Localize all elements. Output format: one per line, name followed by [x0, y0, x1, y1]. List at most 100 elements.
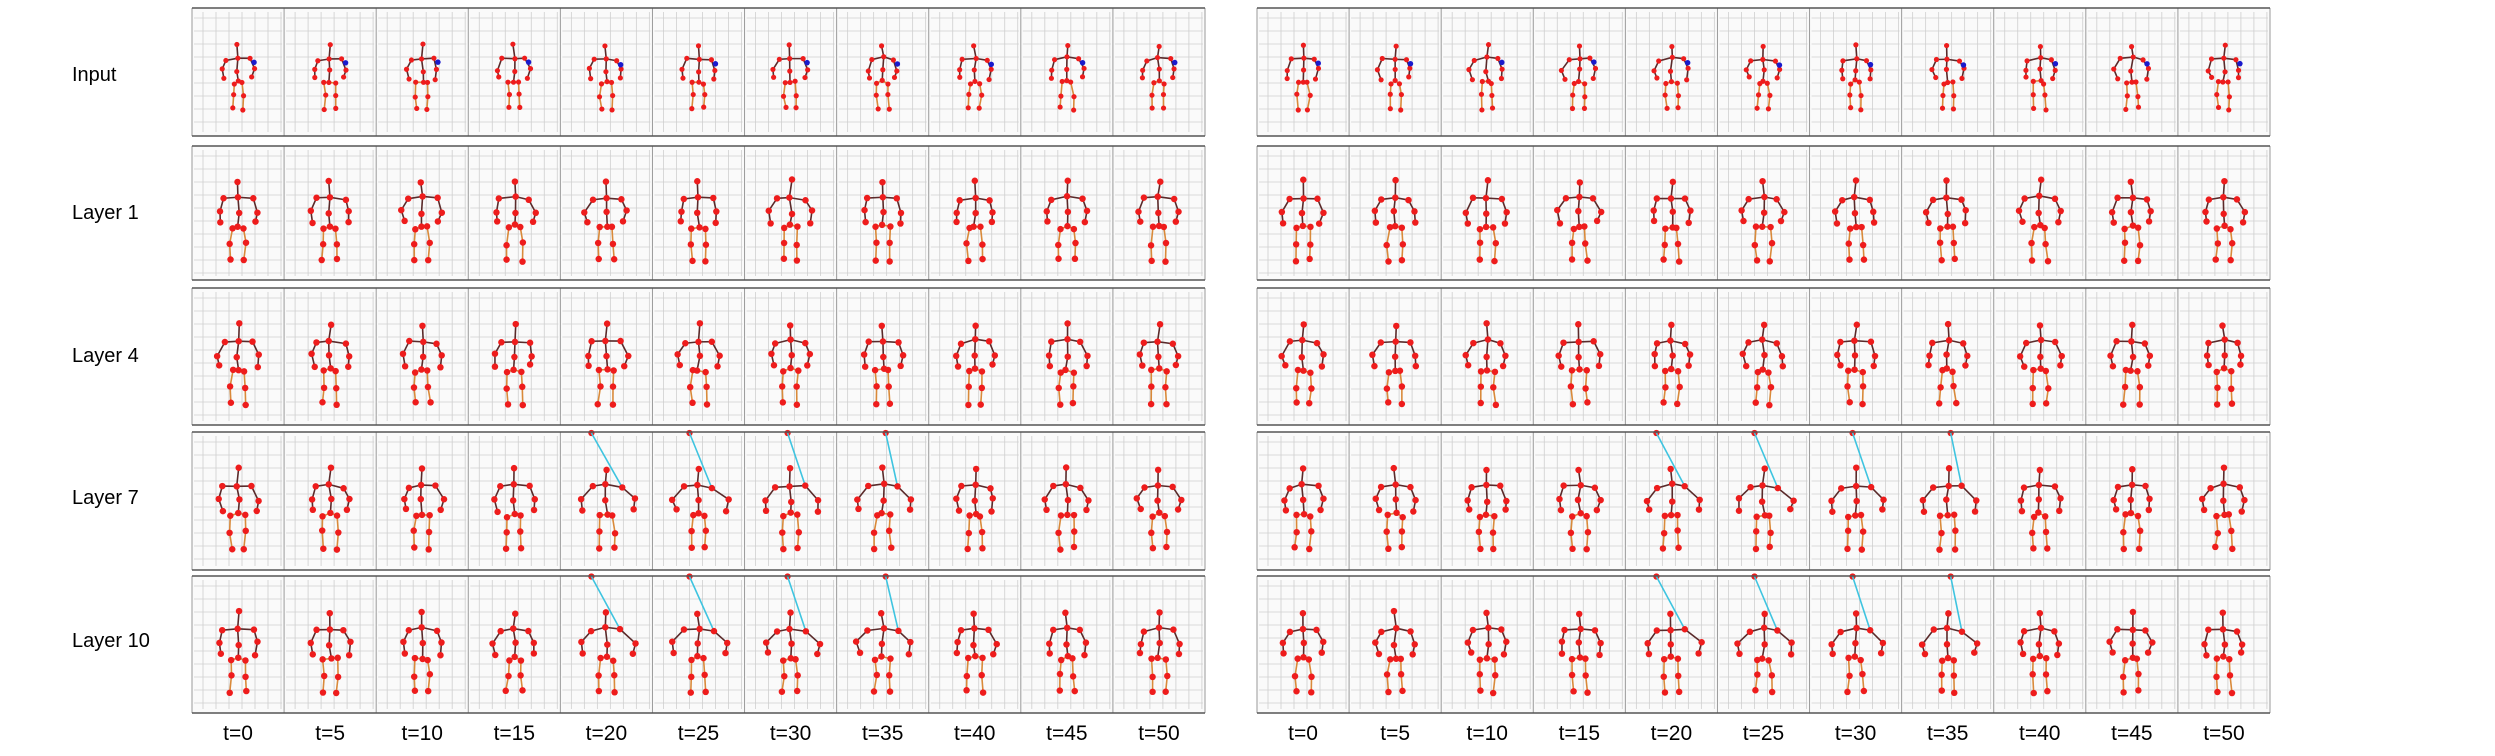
skeleton-figure	[762, 429, 822, 553]
time-label: t=20	[585, 722, 628, 745]
row-label-input: Input	[72, 64, 117, 86]
skeleton-figure	[1278, 321, 1327, 407]
skeleton-figure	[2202, 177, 2249, 264]
skeleton-figure	[308, 321, 353, 409]
skeleton-figure	[1466, 42, 1505, 113]
skeleton-figure	[1369, 322, 1420, 408]
time-label: t=20	[1650, 722, 1693, 745]
panel-row	[191, 573, 1206, 714]
skeleton-figure	[1651, 43, 1691, 111]
skeleton-figure	[581, 178, 630, 263]
skeleton-figure	[1555, 321, 1604, 408]
skeleton-figure	[1558, 610, 1604, 696]
skeleton-figure	[585, 320, 632, 408]
time-label: t=5	[1380, 722, 1411, 745]
time-label: t=35	[1926, 722, 1969, 745]
skeleton-figure	[489, 610, 538, 695]
skeleton-figure	[1558, 43, 1599, 112]
skeleton-figure	[215, 464, 262, 553]
skeleton-figure	[213, 320, 262, 409]
skeleton-figure	[770, 42, 811, 111]
time-label: t=5	[315, 722, 346, 745]
skeleton-figure	[1371, 176, 1419, 265]
skeleton-figure	[1831, 177, 1878, 263]
skeleton-figure	[1834, 321, 1879, 408]
skeleton-figure	[2111, 44, 2152, 113]
row-label-layer-4: Layer 4	[72, 345, 139, 367]
skeleton-figure	[860, 322, 907, 408]
skeleton-figure	[1279, 610, 1327, 696]
skeleton-figure	[1919, 429, 1980, 553]
skeleton-figure	[1643, 429, 1703, 552]
time-label: t=30	[769, 722, 812, 745]
skeleton-figure	[1464, 466, 1510, 553]
time-label: t=25	[677, 722, 720, 745]
time-label: t=45	[1046, 722, 1088, 745]
skeleton-figure	[219, 41, 258, 113]
skeleton-figure	[1929, 42, 1967, 112]
skeleton-figure	[1734, 573, 1795, 696]
panel-row	[191, 429, 1206, 571]
skeleton-figure	[1738, 177, 1788, 265]
time-label: t=25	[1742, 722, 1785, 745]
skeleton-figure	[768, 322, 814, 409]
skeleton-figure	[1281, 465, 1327, 553]
skeleton-figure	[677, 178, 720, 265]
time-label: t=45	[2111, 722, 2153, 745]
skeleton-figure	[491, 320, 535, 409]
skeleton-figure	[312, 42, 349, 113]
skeleton-figure	[216, 178, 261, 264]
skeleton-figure	[1918, 573, 1981, 697]
skeleton-figure	[494, 41, 534, 110]
panel-left	[191, 7, 1206, 714]
panel-row	[1256, 287, 2271, 426]
skeleton-figure	[1372, 607, 1418, 696]
skeleton-figure	[953, 177, 996, 265]
skeleton-figure	[953, 610, 1000, 696]
skeleton-figure	[1828, 429, 1887, 553]
time-label: t=35	[861, 722, 904, 745]
skeleton-figure	[854, 429, 915, 553]
skeleton-figure	[1828, 573, 1887, 696]
skeleton-figure	[865, 43, 901, 112]
time-label: t=50	[1138, 722, 1180, 745]
row-label-layer-1: Layer 1	[72, 202, 139, 224]
skeleton-figure	[1556, 466, 1604, 553]
time-label: t=40	[954, 722, 996, 745]
skeleton-figure	[1739, 321, 1787, 409]
panel-row	[191, 7, 1206, 137]
time-label: t=30	[1834, 722, 1877, 745]
skeleton-figure	[1839, 42, 1874, 113]
skeleton-figure	[1651, 321, 1694, 408]
skeleton-figure	[1278, 176, 1327, 265]
skeleton-figure	[307, 177, 352, 264]
skeleton-figure	[307, 609, 354, 697]
skeleton-figure	[2016, 322, 2065, 408]
skeleton-figure	[861, 178, 905, 265]
panel-right	[1256, 7, 2271, 714]
skeleton-figure	[403, 41, 441, 113]
skeleton-figure	[400, 608, 445, 695]
skeleton-figure	[1644, 573, 1705, 696]
time-label: t=0	[223, 722, 253, 745]
time-label: t=15	[1558, 722, 1601, 745]
skeleton-figure	[852, 573, 914, 695]
skeleton-figure	[2017, 609, 2063, 697]
skeleton-figure	[1135, 178, 1182, 265]
skeleton-figure	[2110, 466, 2153, 553]
skeleton-figure	[399, 322, 445, 406]
skeleton-figure	[1048, 42, 1087, 113]
panel-row	[1256, 7, 2271, 137]
panel-row	[1256, 429, 2271, 571]
skeleton-figure	[398, 179, 446, 264]
row-label-layer-10: Layer 10	[72, 630, 150, 652]
time-label: t=15	[493, 722, 536, 745]
skeleton-figure	[1743, 43, 1783, 112]
time-label: t=40	[2019, 722, 2061, 745]
panel-row	[191, 145, 1206, 281]
skeleton-figure	[1925, 320, 1971, 407]
skeleton-figure	[953, 465, 996, 553]
skeleton-figure	[577, 429, 639, 552]
skeleton-figure	[493, 178, 539, 265]
